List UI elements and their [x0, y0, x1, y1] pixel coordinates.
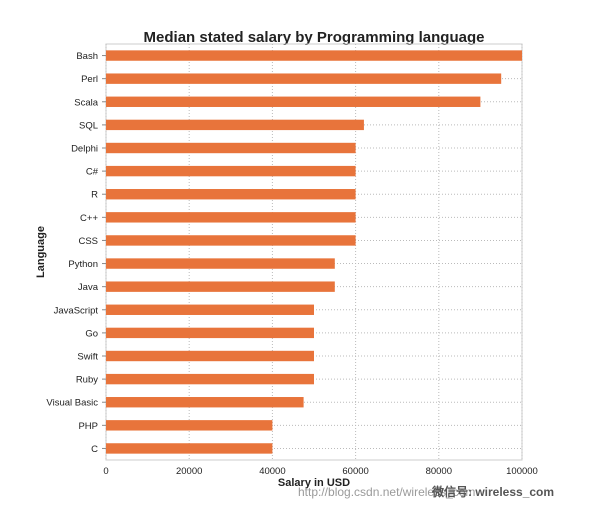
bar [106, 50, 522, 61]
y-axis-label: Language [35, 226, 47, 278]
bar [106, 281, 335, 292]
y-tick-label: Visual Basic [46, 398, 98, 409]
y-tick-labels: Bash Perl Scala SQL Delphi C# R C++ CSS Python Jav… [46, 51, 106, 455]
x-tick-labels: 0 20000 40000 60000 80000 100000 [103, 466, 538, 477]
bar [106, 373, 314, 385]
y-tick-label: Python [68, 259, 98, 270]
x-tick-label: 20000 [176, 466, 202, 477]
x-tick-label: 40000 [259, 466, 285, 477]
bar [106, 420, 273, 431]
y-tick-label: CSS [78, 236, 98, 247]
bar [106, 142, 356, 154]
y-tick-label: Bash [76, 51, 98, 62]
bar [106, 73, 502, 84]
y-tick-label: Go [85, 328, 98, 339]
y-tick-label: Ruby [76, 375, 98, 386]
bar [106, 304, 314, 315]
x-tick-label: 0 [103, 466, 108, 477]
bar [106, 397, 304, 408]
bar [106, 119, 364, 131]
bar [106, 212, 356, 223]
y-tick-label: Java [78, 282, 99, 293]
x-axis-label: Salary in USD [278, 477, 350, 489]
watermark-url: http://blog.csdn.net/wireless_com [298, 485, 475, 499]
x-tick-label: 60000 [342, 466, 368, 477]
bar [106, 443, 273, 454]
y-tick-label: C++ [80, 213, 98, 224]
y-tick-label: SQL [79, 120, 98, 131]
bar [106, 189, 356, 200]
chart-title: Median stated salary by Programming lang… [144, 29, 485, 46]
bar [106, 165, 356, 177]
y-tick-label: PHP [78, 421, 98, 432]
bar [106, 235, 356, 246]
y-tick-label: C [91, 444, 98, 455]
y-tick-label: Delphi [71, 144, 98, 155]
y-tick-label: C# [86, 167, 99, 178]
bar [106, 258, 335, 269]
x-tick-label: 100000 [506, 466, 538, 477]
y-tick-label: Scala [74, 97, 98, 108]
bar [106, 96, 481, 107]
y-tick-label: R [91, 190, 98, 201]
watermark-account: 微信号: wireless_com [431, 484, 554, 499]
y-tick-label: JavaScript [54, 305, 99, 316]
bar [106, 350, 314, 362]
bars [106, 50, 522, 454]
y-tick-label: Swift [77, 352, 98, 363]
bar [106, 327, 314, 339]
x-tick-label: 80000 [426, 466, 452, 477]
y-tick-label: Perl [81, 74, 98, 85]
